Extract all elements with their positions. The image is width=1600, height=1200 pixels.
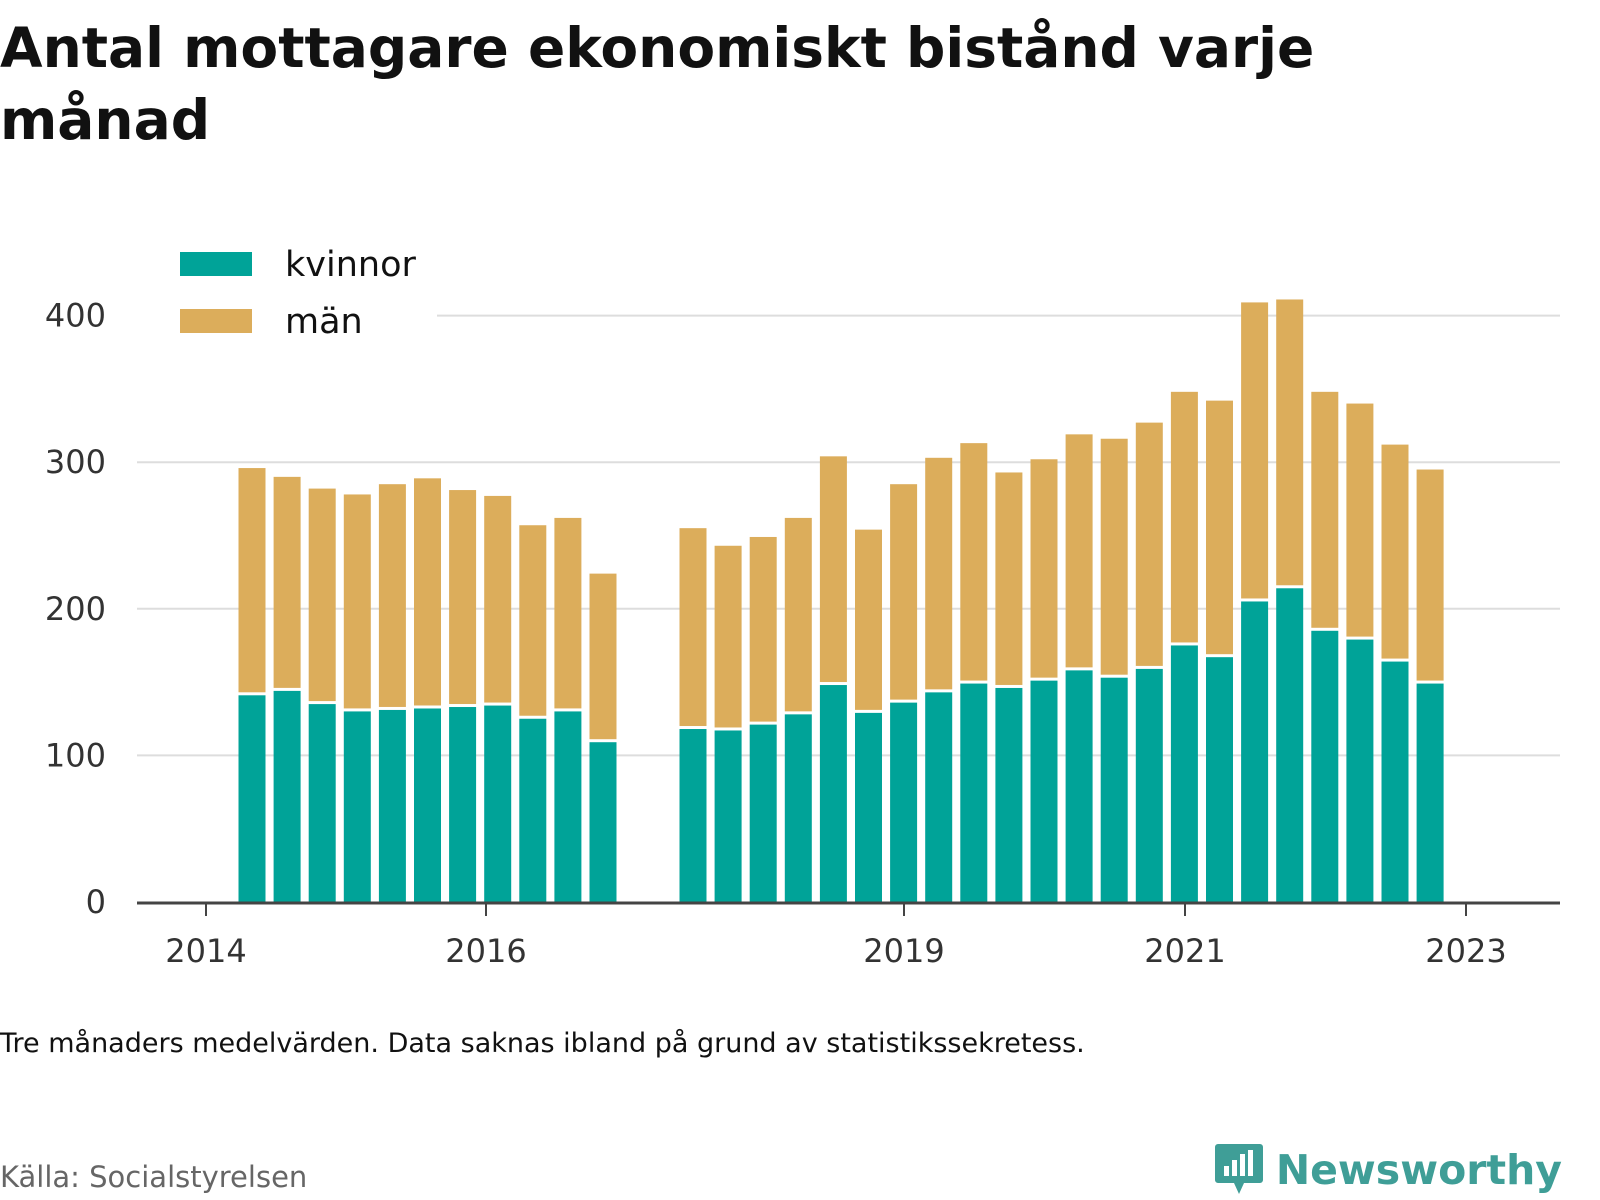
bar-man [1416, 469, 1444, 681]
bar-kvinnor [589, 742, 617, 902]
x-tick-label: 2023 [1425, 932, 1506, 970]
bar-man [484, 495, 512, 703]
bar-kvinnor [995, 687, 1023, 902]
bar-kvinnor [855, 712, 882, 902]
chart-note: Tre månaders medelvärden. Data saknas ib… [0, 1028, 1085, 1059]
x-tick-label: 2016 [445, 932, 526, 970]
bar-man [995, 472, 1023, 685]
x-tick-label: 2019 [863, 932, 944, 970]
bar-man [890, 484, 918, 700]
bar-kvinnor [1206, 657, 1233, 902]
y-axis-ticks: 0 100 200 300 400 [45, 297, 106, 921]
brand-logo: Newsworthy [1214, 1142, 1562, 1198]
bar-kvinnor [238, 695, 266, 902]
bar-man [819, 456, 847, 683]
bar-kvinnor [925, 692, 953, 902]
bar-kvinnor [1416, 683, 1444, 902]
bar-man [238, 468, 266, 693]
bar-kvinnor [554, 711, 582, 902]
bar-kvinnor [1100, 677, 1128, 902]
bar-man [519, 525, 547, 716]
bar-kvinnor [343, 711, 371, 902]
bar-kvinnor [1065, 670, 1093, 902]
bar-man [960, 443, 988, 681]
bar-man [308, 488, 336, 702]
bar-man [343, 494, 371, 709]
bar-man [378, 484, 406, 707]
bar-man [1276, 299, 1304, 586]
bar-man [1170, 391, 1198, 643]
bar-kvinnor [1135, 668, 1163, 902]
bar-man [1346, 403, 1374, 637]
bar-man [749, 536, 777, 722]
y-tick-label: 100 [45, 736, 106, 774]
chart-title: Antal mottagare ekonomiskt bistånd varje… [0, 16, 1315, 152]
bar-kvinnor [679, 729, 707, 902]
bar-man [1065, 434, 1093, 668]
bar-kvinnor [819, 685, 847, 902]
bar-kvinnor [449, 707, 477, 902]
bar-kvinnor [1030, 680, 1058, 902]
bar-kvinnor [714, 730, 742, 902]
x-tick-label: 2014 [165, 932, 246, 970]
legend: kvinnor män [132, 232, 437, 347]
bar-man [414, 478, 441, 706]
bars [238, 299, 1444, 902]
bar-kvinnor [308, 704, 336, 902]
brand-icon [1214, 1144, 1263, 1194]
bar-man [1381, 444, 1409, 659]
y-tick-label: 400 [45, 297, 106, 335]
x-tick-label: 2021 [1144, 932, 1225, 970]
bar-kvinnor [273, 690, 301, 902]
brand-name: Newsworthy [1275, 1146, 1562, 1194]
bar-kvinnor [1346, 639, 1374, 902]
bar-man [1241, 302, 1269, 599]
bar-man [714, 545, 742, 728]
y-tick-label: 0 [86, 883, 106, 921]
bar-kvinnor [1241, 601, 1269, 902]
bar-man [1206, 400, 1233, 655]
bar-kvinnor [890, 702, 918, 902]
bar-man [1030, 459, 1058, 678]
bar-kvinnor [1276, 588, 1304, 902]
bar-kvinnor [484, 705, 512, 902]
legend-swatch-man [180, 309, 252, 333]
x-axis-ticks: 2014 2016 2019 2021 2023 [165, 902, 1507, 970]
bar-man [1311, 391, 1339, 628]
bar-kvinnor [1170, 645, 1198, 902]
y-tick-label: 300 [45, 443, 106, 481]
bar-kvinnor [749, 724, 777, 902]
bar-kvinnor [414, 708, 441, 902]
bar-man [679, 528, 707, 727]
bar-kvinnor [960, 683, 988, 902]
bar-man [554, 517, 582, 709]
legend-swatch-kvinnor [180, 252, 252, 276]
bar-kvinnor [1311, 630, 1339, 902]
bar-chart: 0 100 200 300 400 2014 2016 2019 2021 2023 kvinn… [44, 232, 1560, 970]
bar-kvinnor [784, 714, 812, 902]
source-label: Källa: Socialstyrelsen [0, 1160, 308, 1194]
legend-label-man: män [285, 302, 363, 342]
y-tick-label: 200 [45, 590, 106, 628]
bar-man [925, 457, 953, 690]
bar-kvinnor [1381, 661, 1409, 902]
bar-man [1135, 422, 1163, 666]
bar-man [855, 529, 882, 710]
legend-label-kvinnor: kvinnor [285, 245, 416, 285]
bar-man [273, 476, 301, 688]
bar-man [784, 517, 812, 712]
bar-man [589, 573, 617, 740]
bar-man [1100, 438, 1128, 675]
bar-kvinnor [519, 718, 547, 902]
bar-man [449, 490, 477, 705]
bar-kvinnor [378, 709, 406, 902]
